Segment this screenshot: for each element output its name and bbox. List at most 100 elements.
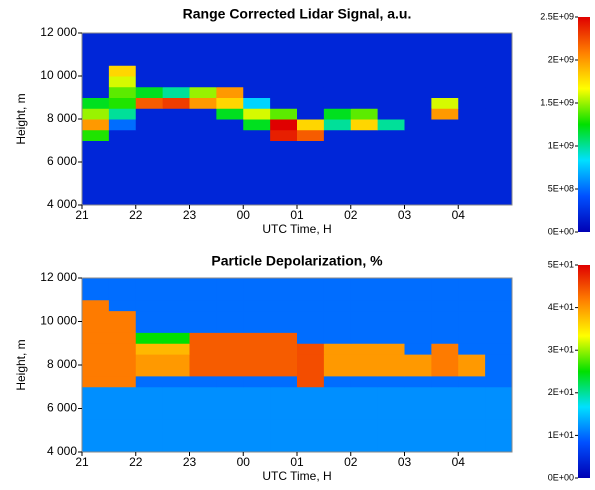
heatmap-cell (108, 76, 137, 88)
heatmap-cell (135, 332, 164, 344)
heatmap-cell (404, 65, 432, 77)
heatmap-cell (108, 54, 137, 66)
heatmap-cell (189, 151, 217, 163)
heatmap-cell (162, 430, 190, 442)
heatmap-cell (404, 375, 432, 388)
heatmap-cell (350, 108, 379, 120)
heatmap-cell (243, 321, 271, 333)
heatmap-cell (243, 86, 271, 98)
heatmap-cell (82, 43, 110, 55)
heatmap-cell (135, 151, 164, 163)
colorbar-tick-label: 0E+00 (548, 226, 574, 236)
y-axis-label: Height, m (14, 339, 28, 390)
heatmap-cell (108, 430, 137, 442)
heatmap-cell (135, 172, 164, 184)
heatmap-cell (404, 365, 432, 377)
heatmap-cell (297, 375, 325, 388)
heatmap-cell (82, 299, 110, 312)
heatmap-cell (243, 43, 271, 55)
heatmap-cell (243, 162, 271, 174)
heatmap-cell (135, 408, 164, 420)
heatmap-cell (216, 86, 244, 98)
heatmap-cell (431, 97, 459, 109)
heatmap-cell (270, 310, 298, 322)
heatmap-cell (82, 97, 110, 109)
heatmap-cell (270, 288, 298, 301)
heatmap-cell (135, 365, 164, 377)
heatmap-cell (135, 108, 164, 120)
heatmap-cell (82, 151, 110, 163)
heatmap-cell (377, 119, 405, 131)
heatmap-cell (270, 375, 298, 388)
heatmap-cell (458, 332, 486, 344)
heatmap-cell (270, 33, 298, 45)
heatmap-cell (135, 140, 164, 152)
heatmap-cell (458, 386, 486, 399)
heatmap-cell (189, 397, 217, 409)
heatmap-cell (108, 278, 137, 290)
heatmap-cell (82, 140, 110, 152)
heatmap-cell (404, 172, 432, 184)
heatmap-cell (350, 162, 379, 174)
heatmap-cell (270, 365, 298, 377)
heatmap-cell (270, 162, 298, 174)
heatmap-cell (458, 441, 486, 453)
heatmap-cell (323, 354, 352, 366)
heatmap-cell (323, 33, 352, 45)
heatmap-cell (323, 65, 352, 77)
heatmap-cell (323, 386, 352, 399)
heatmap-cell (297, 43, 325, 55)
heatmap-cell (431, 321, 459, 333)
heatmap-cell (350, 43, 379, 55)
heatmap-cell (323, 375, 352, 388)
heatmap-cell (323, 288, 352, 301)
colorbar-tick-label: 2.5E+09 (540, 11, 574, 21)
chart-title: Range Corrected Lidar Signal, a.u. (183, 6, 412, 22)
heatmap-cell (108, 162, 137, 174)
heatmap-cell (216, 441, 244, 453)
heatmap-cell (82, 430, 110, 442)
heatmap-cell (189, 321, 217, 333)
heatmap-cell (404, 183, 432, 195)
y-tick-label: 12 000 (40, 25, 77, 39)
heatmap-cell (135, 76, 164, 88)
heatmap-cell (485, 65, 513, 77)
heatmap-cell (431, 310, 459, 322)
heatmap-cell (82, 354, 110, 366)
heatmap-cell (323, 430, 352, 442)
heatmap-cell (189, 162, 217, 174)
heatmap-cell (350, 299, 379, 312)
heatmap-cell (485, 310, 513, 322)
heatmap-cell (485, 108, 513, 120)
heatmap-cell (458, 408, 486, 420)
heatmap-cell (377, 288, 405, 301)
heatmap-cell (82, 183, 110, 195)
heatmap-cell (216, 97, 244, 109)
heatmap-cell (323, 278, 352, 290)
heatmap-cell (458, 65, 486, 77)
heatmap-cell (350, 86, 379, 98)
colorbar-tick-label: 2E+01 (548, 387, 574, 397)
heatmap-cell (431, 375, 459, 388)
heatmap-cell (377, 441, 405, 453)
heatmap-cell (350, 419, 379, 431)
heatmap-cell (162, 151, 190, 163)
heatmap-cell (189, 129, 217, 141)
heatmap-cell (216, 76, 244, 88)
heatmap-cell (162, 408, 190, 420)
heatmap-cell (458, 172, 486, 184)
heatmap-cell (323, 54, 352, 66)
heatmap-cell (377, 375, 405, 388)
heatmap-cell (431, 33, 459, 45)
heatmap-cell (108, 194, 137, 206)
heatmap-cell (82, 172, 110, 184)
heatmap-cell (189, 408, 217, 420)
heatmap-cell (485, 278, 513, 290)
heatmap-cell (189, 365, 217, 377)
heatmap-cell (189, 108, 217, 120)
heatmap-cell (243, 397, 271, 409)
heatmap-cell (404, 140, 432, 152)
heatmap-cell (82, 397, 110, 409)
heatmap-cell (243, 65, 271, 77)
heatmap-cell (350, 430, 379, 442)
